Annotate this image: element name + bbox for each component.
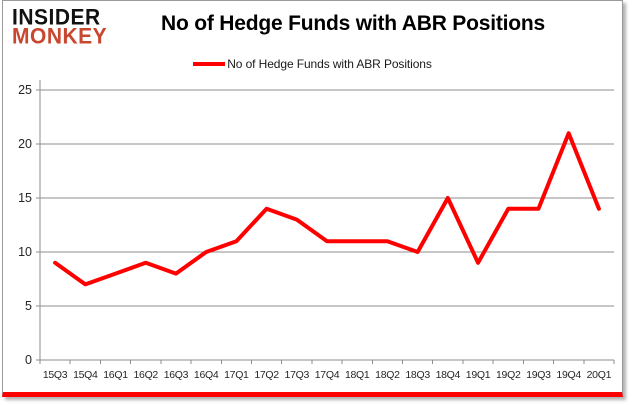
x-tick-label: 19Q3 bbox=[526, 369, 551, 381]
legend-label: No of Hedge Funds with ABR Positions bbox=[227, 57, 432, 71]
y-tick-label: 0 bbox=[25, 353, 32, 367]
x-tick-label: 16Q1 bbox=[103, 369, 128, 381]
chart-title: No of Hedge Funds with ABR Positions bbox=[161, 12, 546, 35]
logo-word-monkey: MONKEY bbox=[12, 24, 108, 49]
x-tick-label: 19Q2 bbox=[496, 369, 521, 381]
chart-legend: No of Hedge Funds with ABR Positions bbox=[3, 57, 622, 71]
logo-word-insider: INSIDER bbox=[12, 5, 101, 30]
chart-card: INSIDER MONKEY No of Hedge Funds with AB… bbox=[2, 0, 623, 397]
series-line bbox=[53, 131, 601, 287]
x-tick-label: 19Q1 bbox=[466, 369, 491, 381]
insider-monkey-logo: INSIDER MONKEY bbox=[12, 5, 108, 49]
x-tick-label: 17Q1 bbox=[224, 369, 249, 381]
y-tick-label: 10 bbox=[18, 245, 32, 259]
x-tick-label: 16Q4 bbox=[194, 369, 219, 381]
y-tick-label: 15 bbox=[18, 191, 32, 205]
x-tick-label: 16Q3 bbox=[164, 369, 189, 381]
line-chart: 0 5 10 15 20 25 15Q3 15Q4 16Q1 16Q2 16Q3 16Q4 17Q1 17… bbox=[18, 80, 615, 381]
x-tick-label: 17Q4 bbox=[315, 369, 340, 381]
x-tick-label: 17Q3 bbox=[285, 369, 310, 381]
x-tick-label: 15Q4 bbox=[73, 369, 98, 381]
x-tick-label: 18Q1 bbox=[345, 369, 370, 381]
x-tick-label: 20Q1 bbox=[587, 369, 612, 381]
y-tick-label: 5 bbox=[25, 299, 32, 313]
x-tick-label: 19Q4 bbox=[556, 369, 581, 381]
x-tick-label: 16Q2 bbox=[133, 369, 158, 381]
x-tick-label: 18Q2 bbox=[375, 369, 400, 381]
x-tick-label: 18Q3 bbox=[405, 369, 430, 381]
legend-line-swatch bbox=[193, 62, 226, 66]
x-tick-label: 17Q2 bbox=[254, 369, 279, 381]
y-tick-label: 25 bbox=[18, 83, 32, 97]
y-tick-label: 20 bbox=[18, 137, 32, 151]
x-tick-label: 18Q4 bbox=[436, 369, 461, 381]
x-tick-label: 15Q3 bbox=[43, 369, 68, 381]
